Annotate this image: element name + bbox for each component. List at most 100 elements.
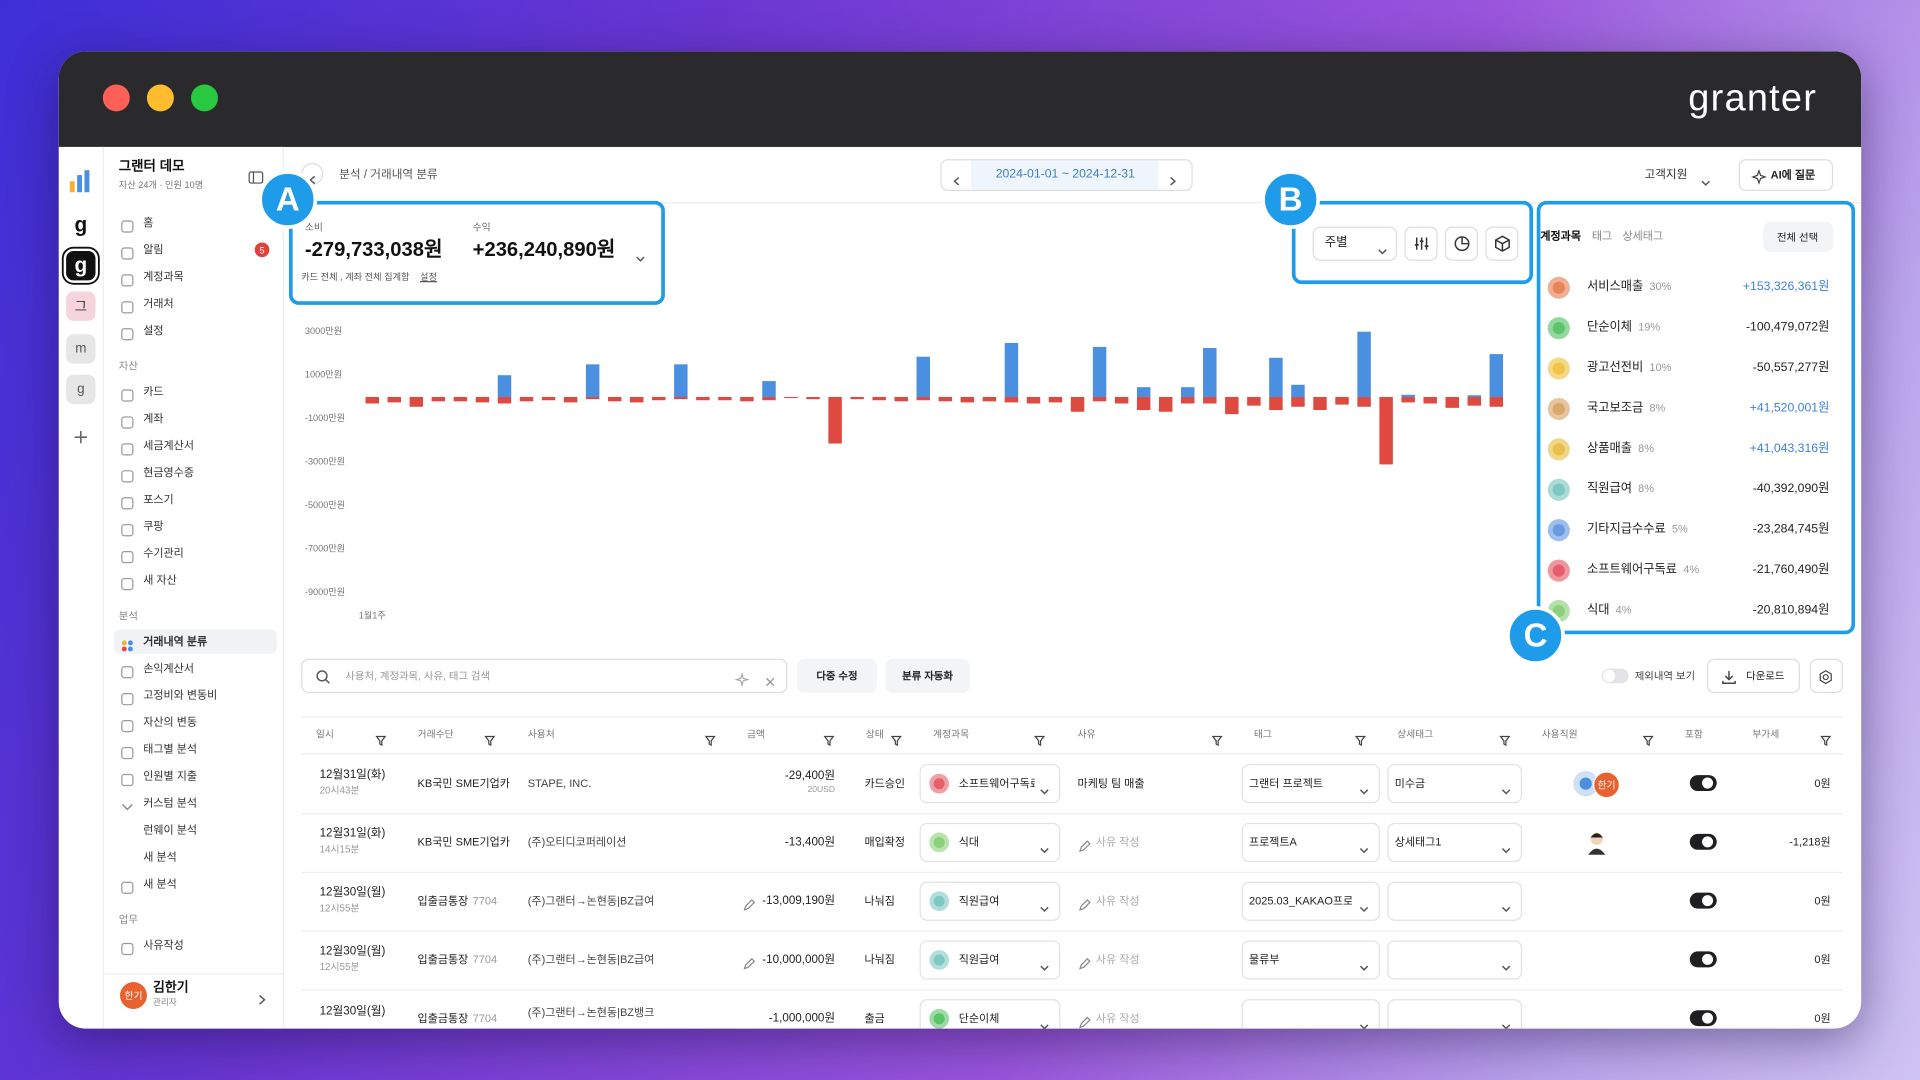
- icon-rect: [121, 524, 134, 537]
- menu-item[interactable]: 거래처: [143, 297, 174, 310]
- search-box[interactable]: [301, 658, 788, 694]
- support-menu[interactable]: 고객지원: [1644, 168, 1688, 182]
- menu-item[interactable]: 현금영수증: [143, 466, 194, 479]
- window-button[interactable]: [191, 84, 218, 112]
- icon-rect: [84, 170, 90, 193]
- submenu-item[interactable]: 런웨이 분석: [143, 823, 198, 836]
- column-header: 포함: [1684, 728, 1703, 740]
- income-total: +236,240,890원: [472, 238, 616, 261]
- subtag-select[interactable]: [1387, 881, 1523, 921]
- category-select[interactable]: [919, 764, 1061, 804]
- workspace-button[interactable]: g: [66, 374, 96, 405]
- menu-item[interactable]: 설정: [143, 324, 164, 337]
- icon-svg: [823, 735, 835, 747]
- menu-item[interactable]: 계좌: [143, 412, 164, 425]
- menu-item[interactable]: 자산의 변동: [143, 715, 198, 729]
- toolbar-button[interactable]: [885, 658, 970, 694]
- menu-item[interactable]: 손익계산서: [143, 661, 194, 675]
- user-name: 김한기: [153, 980, 189, 996]
- time: 14시15분: [319, 843, 360, 855]
- workspace-button[interactable]: g: [66, 210, 96, 240]
- menu-item[interactable]: 수기관리: [143, 546, 184, 560]
- menu-item[interactable]: 새 자산: [143, 573, 177, 587]
- tag-select[interactable]: [1241, 999, 1380, 1029]
- chart-option-button[interactable]: [1485, 226, 1519, 261]
- category-select[interactable]: [919, 881, 1061, 921]
- menu-item[interactable]: 인원별 지출: [143, 769, 198, 782]
- breakdown-tab[interactable]: 태그: [1591, 229, 1613, 242]
- menu-item[interactable]: 태그별 분석: [143, 742, 198, 756]
- merchant: (주)그랜터→논현동|BZ급여: [527, 894, 655, 907]
- settings-link[interactable]: 설정: [420, 271, 437, 283]
- icon-svg: [1494, 235, 1510, 252]
- filter-icon: [1211, 730, 1223, 747]
- chart-option-button[interactable]: [1404, 226, 1438, 261]
- memo-placeholder[interactable]: 사유 작성: [1095, 953, 1140, 966]
- subtag-select[interactable]: [1387, 764, 1523, 804]
- menu-item[interactable]: 쿠팡: [143, 519, 164, 533]
- date-picker[interactable]: [940, 159, 1193, 192]
- category-select[interactable]: [919, 999, 1061, 1029]
- period-select[interactable]: [1312, 226, 1398, 261]
- y-tick-label: -1000만원: [305, 413, 345, 423]
- tag-select[interactable]: [1241, 764, 1380, 804]
- workspace-button[interactable]: g: [66, 251, 96, 281]
- menu-item[interactable]: 세금계산서: [143, 439, 194, 452]
- settings-button[interactable]: [1809, 658, 1843, 694]
- menu-item[interactable]: 포스기: [143, 492, 174, 506]
- menu-item[interactable]: 사유작성: [143, 938, 184, 951]
- bar: [850, 396, 864, 400]
- select-all-button[interactable]: [1763, 221, 1834, 253]
- memo-placeholder[interactable]: 사유 작성: [1095, 1012, 1140, 1025]
- icon-svg: [1453, 236, 1469, 252]
- subtag-select[interactable]: [1387, 999, 1523, 1029]
- category-name: 국고보조금: [1586, 401, 1644, 416]
- workspace-button[interactable]: m: [66, 334, 96, 364]
- icon-svg: [375, 735, 387, 747]
- category-select[interactable]: [919, 822, 1061, 863]
- tag-select[interactable]: [1241, 822, 1380, 863]
- vat: 0원: [1814, 894, 1831, 907]
- workspace-button[interactable]: 그: [66, 291, 96, 321]
- icon-path: [1040, 789, 1049, 795]
- menu-item[interactable]: 커스텀 분석: [143, 796, 198, 809]
- memo-placeholder[interactable]: 사유 작성: [1095, 894, 1140, 907]
- amount: -29,400원: [784, 769, 836, 783]
- category-select[interactable]: [919, 940, 1061, 980]
- tag-select[interactable]: [1241, 940, 1380, 980]
- icon-path: [743, 957, 756, 970]
- menu-item[interactable]: 새 분석: [143, 877, 177, 890]
- icon-svg: [890, 735, 902, 747]
- icon-svg: [1359, 965, 1369, 971]
- submenu-item[interactable]: 새 분석: [143, 850, 177, 863]
- icon-path: [1359, 789, 1369, 795]
- subtag-select[interactable]: [1387, 940, 1523, 980]
- menu-item[interactable]: 계정과목: [143, 270, 184, 283]
- menu-item[interactable]: 알림: [143, 243, 164, 256]
- menu-item[interactable]: 홈: [143, 216, 154, 229]
- workspace-letter: g: [74, 253, 88, 277]
- chart-option-button[interactable]: [1444, 226, 1478, 261]
- column-header: 거래수단: [417, 728, 454, 740]
- menu-item[interactable]: 고정비와 변동비: [143, 688, 218, 702]
- memo-placeholder[interactable]: 사유 작성: [1095, 835, 1140, 849]
- menu-item[interactable]: 거래내역 분류: [143, 635, 208, 648]
- breakdown-item: 서비스매출 30%: [1587, 280, 1672, 295]
- pencil-icon: [1079, 1013, 1091, 1029]
- window-button[interactable]: [146, 84, 174, 112]
- menu-item[interactable]: 카드: [143, 385, 164, 398]
- bar: [1181, 396, 1195, 404]
- breakdown-tab[interactable]: 계정과목: [1540, 229, 1581, 242]
- workspace-letter: m: [75, 341, 87, 357]
- tag-select[interactable]: [1241, 881, 1380, 921]
- download-button[interactable]: [1706, 658, 1800, 694]
- icon-path: [734, 671, 750, 688]
- staff-initials: 한기: [1597, 779, 1616, 791]
- toolbar-button[interactable]: [797, 658, 877, 694]
- subtag-select[interactable]: [1387, 822, 1523, 863]
- category-share: 4%: [1683, 563, 1700, 576]
- window-button[interactable]: [102, 84, 130, 112]
- breakdown-tab[interactable]: 상세태그: [1622, 229, 1664, 242]
- ai-button[interactable]: [1738, 159, 1834, 192]
- account-number: 7704: [472, 953, 498, 966]
